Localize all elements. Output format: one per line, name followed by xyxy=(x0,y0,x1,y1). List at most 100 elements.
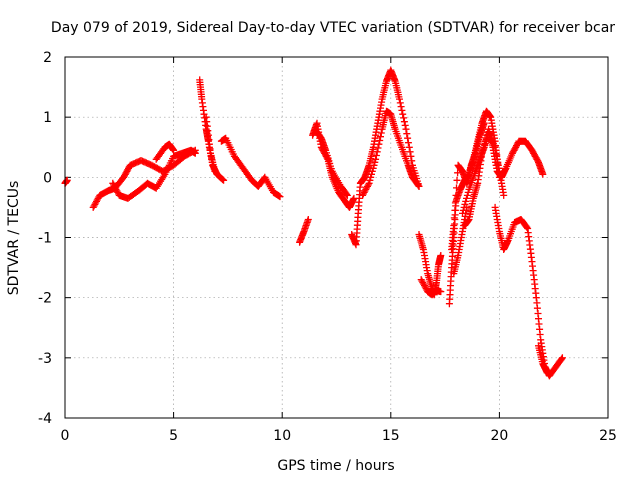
data-point xyxy=(510,146,518,154)
data-point xyxy=(121,172,128,180)
y-tick-label: 2 xyxy=(43,50,52,66)
x-tick-labels: 0 5 10 15 20 25 xyxy=(61,428,617,444)
data-point xyxy=(343,191,351,199)
data-point xyxy=(420,280,428,288)
data-point xyxy=(368,170,375,178)
data-point xyxy=(276,193,284,201)
data-point xyxy=(530,149,538,157)
data-point xyxy=(360,188,368,196)
data-point xyxy=(304,216,312,223)
data-point xyxy=(343,190,350,198)
data-point xyxy=(512,143,520,151)
y-tick-label: -1 xyxy=(38,231,52,247)
data-point xyxy=(364,182,371,190)
data-point xyxy=(371,158,379,166)
data-point xyxy=(121,170,129,178)
data-point xyxy=(123,167,131,175)
data-point xyxy=(219,176,227,184)
data-point xyxy=(480,119,488,127)
data-point xyxy=(463,191,471,199)
data-point xyxy=(402,125,410,133)
data-point xyxy=(405,143,413,151)
data-point xyxy=(93,197,100,205)
data-point xyxy=(437,288,445,296)
x-tick-label: 25 xyxy=(599,428,617,444)
series-sdtvar xyxy=(61,66,566,380)
data-point xyxy=(464,188,472,196)
data-point xyxy=(170,146,178,154)
data-point xyxy=(370,161,378,169)
data-point xyxy=(90,202,98,210)
data-point xyxy=(421,283,429,291)
data-point xyxy=(109,179,117,187)
data-point xyxy=(459,206,467,214)
data-point xyxy=(397,103,405,111)
x-tick-label: 15 xyxy=(382,428,400,444)
data-point xyxy=(406,148,414,156)
data-point xyxy=(92,199,100,207)
data-point xyxy=(359,191,367,199)
grid xyxy=(65,57,608,418)
data-point xyxy=(372,152,380,159)
data-point xyxy=(396,99,404,107)
data-point xyxy=(461,200,469,208)
y-tick-label: -3 xyxy=(38,351,52,367)
data-point xyxy=(110,181,118,189)
data-point xyxy=(500,191,508,199)
data-point xyxy=(374,144,382,152)
data-point xyxy=(398,106,406,114)
data-point xyxy=(403,130,411,138)
data-point xyxy=(407,152,415,160)
data-point xyxy=(365,179,373,187)
data-point xyxy=(511,145,519,153)
data-point xyxy=(481,140,488,148)
data-point xyxy=(368,167,376,175)
data-point xyxy=(450,222,458,229)
data-point xyxy=(558,355,566,363)
data-point xyxy=(481,137,489,145)
data-point xyxy=(452,191,460,199)
data-point xyxy=(459,209,466,217)
data-point xyxy=(533,155,541,163)
data-point xyxy=(528,146,536,154)
data-point xyxy=(377,129,385,137)
data-point xyxy=(460,203,468,211)
data-point xyxy=(414,181,422,189)
data-point xyxy=(558,354,566,362)
data-point xyxy=(479,146,487,154)
data-point xyxy=(453,176,461,184)
data-point xyxy=(367,173,375,181)
data-point xyxy=(91,200,99,208)
data-point xyxy=(359,190,367,198)
data-point xyxy=(451,206,459,214)
x-tick-label: 10 xyxy=(273,428,291,444)
data-point xyxy=(396,95,403,103)
data-point xyxy=(377,133,384,141)
y-tick-label: -2 xyxy=(38,291,52,307)
data-point xyxy=(534,157,542,165)
data-point xyxy=(404,134,412,142)
data-point xyxy=(417,276,425,284)
data-point xyxy=(376,137,384,144)
plot-frame xyxy=(64,56,609,419)
data-point xyxy=(369,164,377,172)
data-point xyxy=(478,149,486,157)
data-point xyxy=(211,167,219,175)
data-point xyxy=(122,169,130,177)
data-point xyxy=(532,154,540,162)
data-point xyxy=(93,196,101,204)
y-tick-label: 1 xyxy=(43,110,52,126)
y-tick-labels: -4 -3 -2 -1 0 1 2 xyxy=(38,50,52,427)
data-point xyxy=(400,114,408,122)
data-point xyxy=(124,166,132,174)
data-point xyxy=(404,139,412,147)
data-point xyxy=(451,199,459,207)
data-point xyxy=(453,184,460,192)
data-point xyxy=(523,223,531,231)
data-point xyxy=(373,148,381,156)
x-tick-label: 20 xyxy=(490,428,508,444)
y-axis-label: SDTVAR / TECUs xyxy=(6,181,22,296)
data-point xyxy=(480,143,488,151)
data-point xyxy=(421,282,428,290)
